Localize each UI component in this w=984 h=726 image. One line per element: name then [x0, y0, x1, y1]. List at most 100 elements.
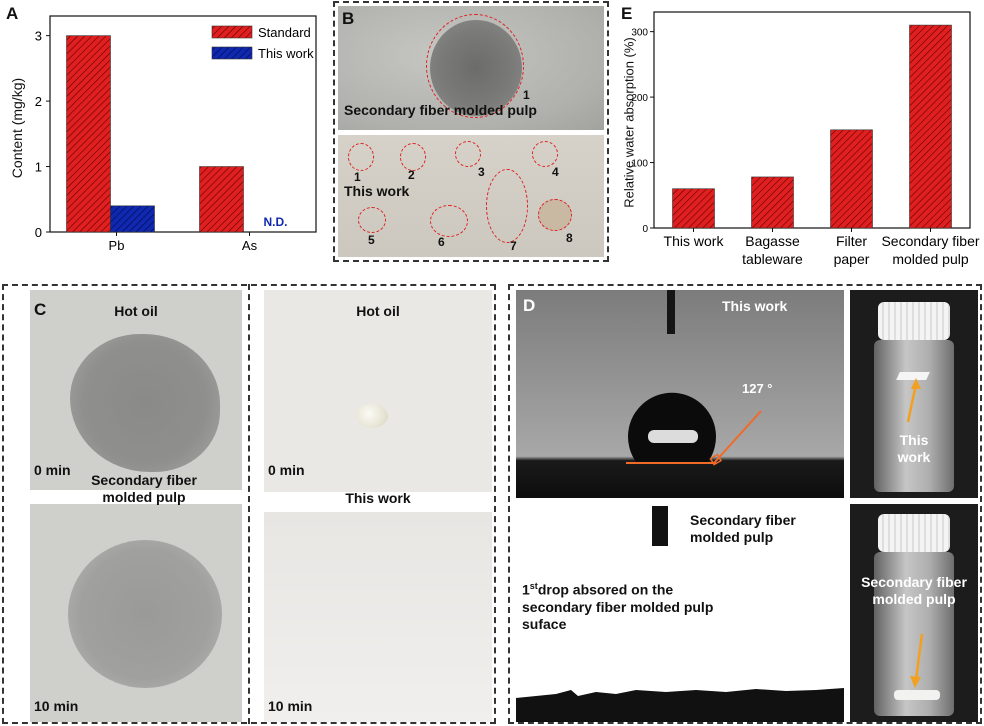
d-vial2-body — [874, 552, 954, 716]
a-legend-swatch — [211, 25, 253, 39]
c-right-mid-label: This work — [345, 490, 411, 506]
d-needle — [667, 290, 675, 334]
marker-circle-2 — [400, 143, 426, 171]
panel-b-bottom-photo: 1 2 3 4 This work 5 6 7 8 — [338, 135, 604, 257]
a-ytick-label: 1 — [35, 160, 42, 175]
a-legend-label: Standard — [258, 25, 311, 40]
d-mid-label: Secondary fiber molded pulp — [690, 512, 796, 545]
e-bar — [830, 129, 873, 229]
panel-b: 1 Secondary fiber molded pulp 1 2 3 4 Th… — [333, 1, 609, 262]
panel-a-label: A — [6, 4, 19, 23]
e-ytick-label: 0 — [642, 224, 648, 235]
d-vial2-arrow — [910, 633, 924, 688]
top-marker: 1 — [523, 88, 530, 102]
panel-a-chart: 0 1 2 3 Pb As N.D. Standard This work — [35, 15, 317, 253]
a-nd-annotation: N.D. — [264, 215, 288, 229]
d-vial2-cap — [878, 514, 950, 552]
a-ytick-label: 0 — [35, 225, 42, 240]
stain-outline — [426, 14, 524, 118]
d-surface-svg — [516, 688, 844, 722]
d-drop-text-num: 1 — [522, 581, 530, 598]
panel-a: A 0 1 2 3 Pb As N.D. Standard This work Content … — [0, 0, 330, 262]
d-water-drop — [628, 392, 716, 462]
e-ytick-label: 100 — [631, 159, 648, 170]
d-vial1-label: This work — [897, 432, 931, 465]
d-drop-text: 1stdrop absored on the secondary fiber m… — [522, 578, 742, 633]
d-vial1-arrow — [906, 378, 921, 423]
d-needle-2 — [652, 506, 668, 546]
c-stain-tl — [70, 334, 220, 472]
d-angle-mark — [709, 453, 722, 466]
a-xtick-label: Pb — [109, 238, 125, 253]
d-tangent — [713, 410, 762, 464]
panel-b-label: B — [342, 9, 355, 28]
marker-7: 7 — [510, 239, 517, 253]
marker-circle-4 — [532, 141, 558, 167]
panel-e-chart: 0 100 200 300 This work Bagasse tableware Filte… — [631, 11, 980, 267]
panel-b-top-photo: 1 Secondary fiber molded pulp — [338, 6, 604, 130]
c-photo-br — [264, 512, 492, 722]
panel-d-label: D — [523, 296, 536, 315]
a-bar-standard — [199, 166, 244, 233]
panel-d: This work 127 ° D Secondary fiber molded… — [508, 284, 982, 724]
d-top-title: This work — [722, 298, 788, 314]
d-contact-angle-photo: This work 127 ° — [516, 290, 844, 498]
d-vial2-photo: Secondary fiber molded pulp — [850, 504, 978, 722]
d-vial2-label: Secondary fiber molded pulp — [861, 574, 967, 607]
a-legend-swatch — [211, 46, 253, 60]
panel-c-label: C — [34, 300, 47, 319]
c-photo-bl — [30, 504, 242, 722]
c-photo-tl — [30, 290, 242, 490]
e-xtick-label: This work — [664, 233, 725, 249]
d-vial1-photo: This work — [850, 290, 978, 498]
d-drop-text-sup: st — [529, 581, 538, 591]
marker-circle-3 — [455, 141, 481, 167]
d-vial1-cap — [878, 302, 950, 340]
panel-e-ylabel: Relative water absorption (%) — [621, 37, 637, 208]
d-angle-label: 127 ° — [742, 381, 773, 396]
c-left-title: Hot oil — [114, 303, 158, 319]
marker-6: 6 — [438, 235, 445, 249]
panel-c: C Hot oil 0 min Secondary fiber molded p… — [2, 284, 496, 724]
c-right-time10: 10 min — [268, 698, 313, 714]
e-xtick-label: molded pulp — [892, 251, 968, 267]
top-caption: Secondary fiber molded pulp — [344, 102, 537, 118]
e-xtick-label: Bagasse — [745, 233, 800, 249]
c-photo-tr — [264, 290, 492, 492]
d-drop-highlight — [648, 430, 698, 443]
marker-1: 1 — [354, 170, 361, 184]
a-bar-standard — [66, 35, 111, 233]
c-stain-bl — [68, 540, 222, 688]
d-drop-text-rest: drop absored on the secondary fiber mold… — [522, 581, 714, 632]
c-right-title: Hot oil — [356, 303, 400, 319]
d-drop-svg — [626, 392, 762, 466]
marker-circle-8 — [538, 199, 572, 231]
c-left-time10: 10 min — [34, 698, 79, 714]
c-oil-drop — [356, 404, 388, 428]
bottom-caption: This work — [344, 183, 410, 199]
marker-circle-5 — [358, 207, 386, 233]
a-ytick-label: 2 — [35, 94, 42, 109]
marker-3: 3 — [478, 165, 485, 179]
panel-c-divider — [248, 284, 250, 724]
a-ytick-label: 3 — [35, 29, 42, 44]
marker-circle-7 — [486, 169, 528, 243]
a-plot-frame — [49, 15, 317, 233]
d-vial2-sample — [894, 690, 940, 700]
d-vial1-body — [874, 340, 954, 492]
marker-circle-6 — [430, 205, 468, 237]
panel-a-ylabel: Content (mg/kg) — [9, 77, 25, 179]
marker-circle-1 — [348, 143, 374, 171]
marker-5: 5 — [368, 233, 375, 247]
e-xtick-label: paper — [834, 251, 870, 267]
e-plot-frame — [653, 11, 971, 229]
e-xtick-label: tableware — [742, 251, 803, 267]
a-legend-label: This work — [258, 46, 314, 61]
e-bar — [909, 24, 952, 229]
e-xtick-label: Secondary fiber — [881, 233, 979, 249]
e-bar — [672, 188, 715, 229]
c-right-time0: 0 min — [268, 462, 305, 478]
e-xtick-label: Filter — [836, 233, 867, 249]
e-bar — [751, 176, 794, 229]
d-pulp-surface — [516, 688, 844, 722]
